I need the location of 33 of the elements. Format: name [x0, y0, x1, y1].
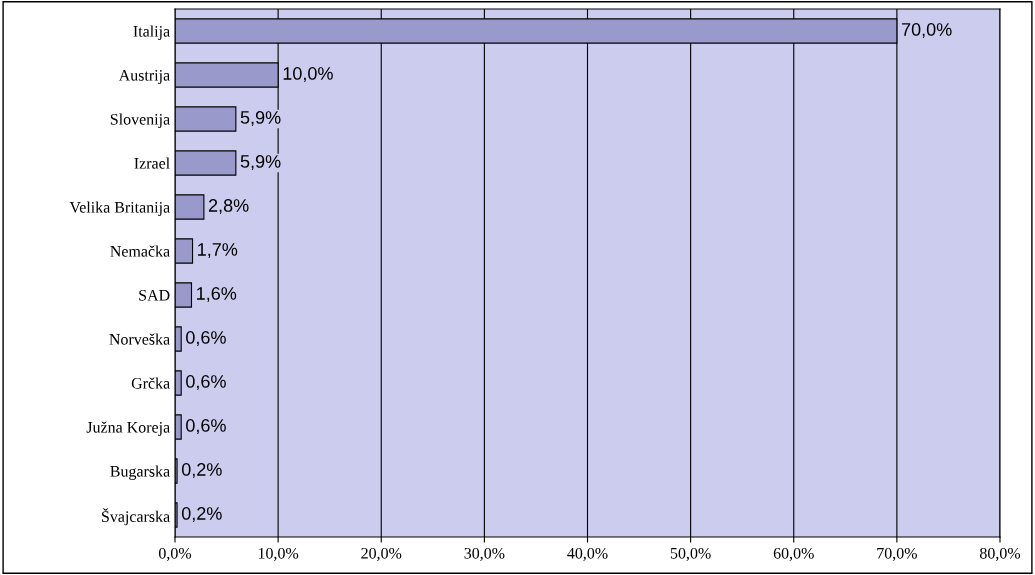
- y-tick-label: Italija: [133, 25, 170, 40]
- data-label: 10,0%: [283, 67, 333, 82]
- y-tick-label: Južna Koreja: [86, 421, 170, 436]
- x-tick-label: 40,0%: [567, 547, 608, 561]
- y-tick-label: Velika Britanija: [69, 201, 170, 216]
- data-label: 0,6%: [186, 331, 226, 346]
- y-tick-label: Izrael: [134, 157, 170, 169]
- data-label: 5,9%: [240, 155, 281, 170]
- x-tick-label: 10,0%: [258, 547, 299, 561]
- x-tick-label: 0,0%: [158, 547, 192, 561]
- data-label: 1,6%: [197, 287, 237, 302]
- y-tick-label: Nemačka: [110, 245, 170, 257]
- x-tick-label: 20,0%: [361, 547, 402, 561]
- data-label: 0,2%: [181, 507, 222, 522]
- x-tick-label: 50,0%: [670, 547, 711, 561]
- y-tick-label: Norveška: [109, 333, 170, 345]
- data-label: 2,8%: [208, 199, 249, 214]
- x-tick-label: 30,0%: [464, 547, 505, 561]
- y-tick-label: Austrija: [118, 69, 170, 84]
- x-tick-label: 60,0%: [773, 547, 814, 561]
- y-tick-label: Bugarska: [110, 465, 170, 480]
- data-label: 0,6%: [186, 419, 226, 434]
- data-label: 1,7%: [198, 243, 238, 258]
- x-tick-label: 80,0%: [979, 547, 1021, 561]
- data-label: 5,9%: [240, 111, 281, 126]
- y-tick-label: SAD: [139, 289, 170, 301]
- x-tick-label: 70,0%: [877, 547, 917, 561]
- y-tick-label: Slovenija: [110, 113, 170, 128]
- y-tick-label: Švajcarska: [102, 508, 170, 526]
- data-label: 70,0%: [901, 23, 952, 38]
- y-tick-label: Grčka: [131, 377, 170, 389]
- data-label: 0,2%: [181, 463, 222, 478]
- data-label: 0,6%: [186, 375, 226, 390]
